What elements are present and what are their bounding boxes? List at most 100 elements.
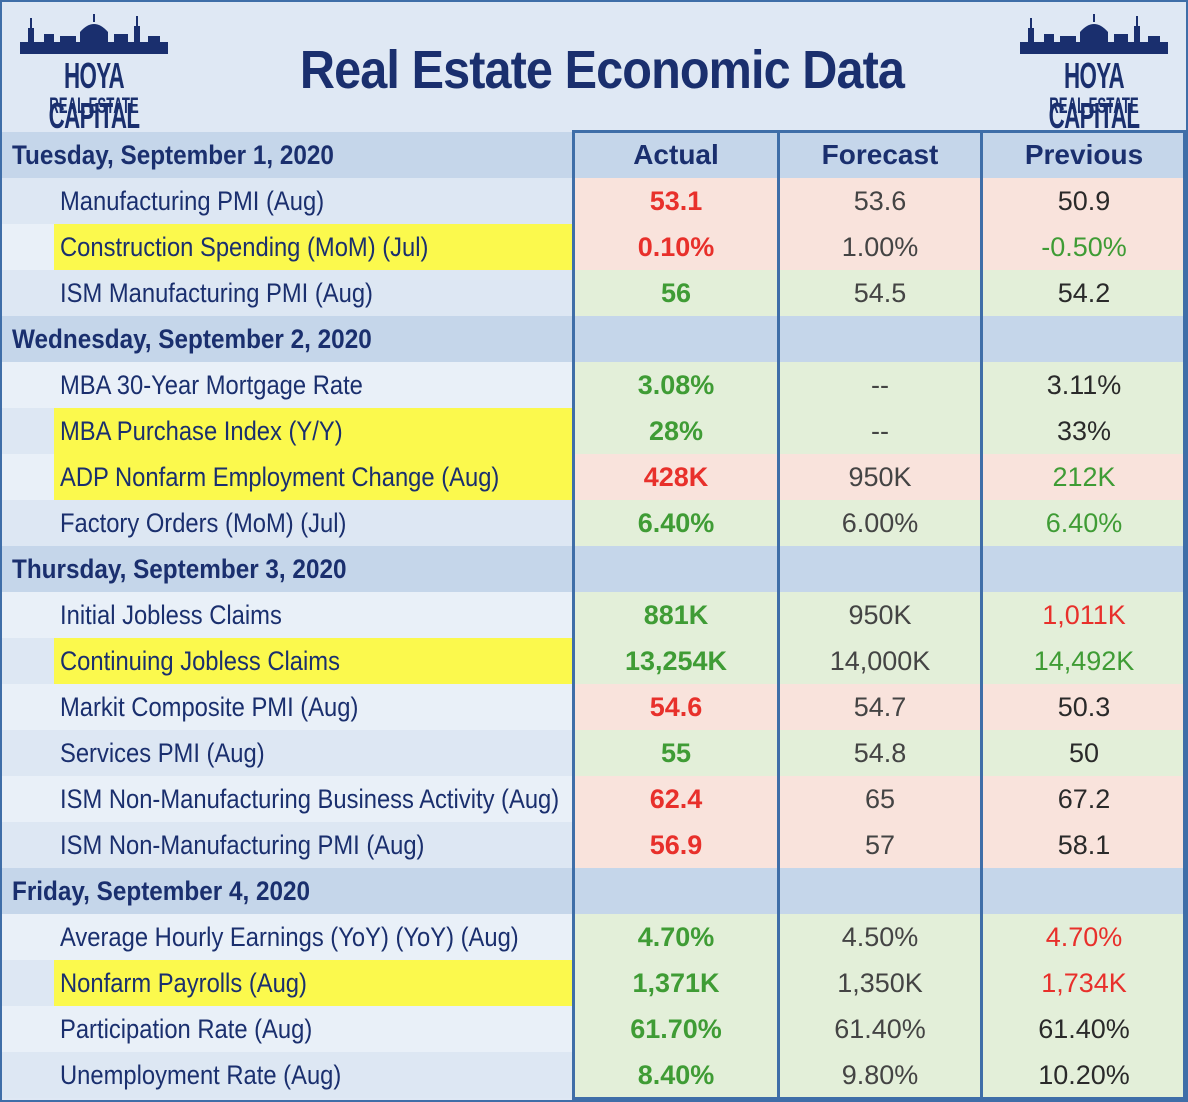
- column-divider: [777, 130, 780, 1100]
- column-header-previous: Previous: [1024, 139, 1144, 170]
- indicator-name-text: Factory Orders (MoM) (Jul): [60, 508, 347, 538]
- hoya-capital-logo-right: HOYA CAPITAL REAL ESTATE: [1014, 12, 1174, 136]
- forecast-value: 54.7: [778, 684, 982, 730]
- previous-value: 3.11%: [982, 362, 1186, 408]
- table-row: Manufacturing PMI (Aug) 53.1 53.6 50.9: [2, 178, 1186, 224]
- indicator-name-text: ISM Non-Manufacturing PMI (Aug): [60, 830, 425, 860]
- column-frame-top: [572, 130, 1186, 133]
- forecast-value: 57: [778, 822, 982, 868]
- actual-value: 0.10%: [574, 224, 778, 270]
- actual-value: 3.08%: [574, 362, 778, 408]
- table-row: Factory Orders (MoM) (Jul) 6.40% 6.00% 6.40…: [2, 500, 1186, 546]
- indicator-name-text: ISM Manufacturing PMI (Aug): [60, 278, 373, 308]
- indicator-name: Markit Composite PMI (Aug): [54, 684, 572, 730]
- table-row: Construction Spending (MoM) (Jul) 0.10% 1.…: [2, 224, 1186, 270]
- previous-value: -0.50%: [982, 224, 1186, 270]
- actual-value: 4.70%: [574, 914, 778, 960]
- indicator-name: MBA Purchase Index (Y/Y): [54, 408, 572, 454]
- skyline-icon: [20, 14, 168, 54]
- actual-value: 6.40%: [574, 500, 778, 546]
- day-header-row: Wednesday, September 2, 2020: [2, 316, 1186, 362]
- skyline-icon: [1020, 14, 1168, 54]
- indicator-name: ISM Manufacturing PMI (Aug): [54, 270, 572, 316]
- actual-value: 428K: [574, 454, 778, 500]
- actual-value: 1,371K: [574, 960, 778, 1006]
- indicator-name: ADP Nonfarm Employment Change (Aug): [54, 454, 572, 500]
- actual-value: 56.9: [574, 822, 778, 868]
- actual-value: 56: [574, 270, 778, 316]
- forecast-value: 53.6: [778, 178, 982, 224]
- indicator-name: ISM Non-Manufacturing Business Activity …: [54, 776, 572, 822]
- previous-value: 1,011K: [982, 592, 1186, 638]
- indicator-name-text: Average Hourly Earnings (YoY) (YoY) (Aug…: [60, 922, 519, 952]
- indicator-name-text: Manufacturing PMI (Aug): [60, 186, 325, 216]
- actual-value: 54.6: [574, 684, 778, 730]
- day-date: Tuesday, September 1, 2020: [12, 140, 334, 170]
- data-table: Tuesday, September 1, 2020 Actual Forecast…: [2, 132, 1186, 1098]
- previous-value: 61.40%: [982, 1006, 1186, 1052]
- table-row: Participation Rate (Aug) 61.70% 61.40% 61.4…: [2, 1006, 1186, 1052]
- previous-value: 14,492K: [982, 638, 1186, 684]
- actual-value: 28%: [574, 408, 778, 454]
- forecast-value: 61.40%: [778, 1006, 982, 1052]
- table-row: Markit Composite PMI (Aug) 54.6 54.7 50.3: [2, 684, 1186, 730]
- indicator-name-text: MBA Purchase Index (Y/Y): [60, 416, 343, 446]
- header: HOYA CAPITAL REAL ESTATE Real Estate Eco…: [2, 2, 1186, 136]
- column-frame-bottom: [572, 1097, 1186, 1100]
- forecast-value: 950K: [778, 592, 982, 638]
- day-date: Wednesday, September 2, 2020: [12, 324, 372, 354]
- table-row: Nonfarm Payrolls (Aug) 1,371K 1,350K 1,734K: [2, 960, 1186, 1006]
- hoya-capital-logo-left: HOYA CAPITAL REAL ESTATE: [14, 12, 174, 136]
- indicator-name-text: Unemployment Rate (Aug): [60, 1060, 342, 1090]
- previous-value: 10.20%: [982, 1052, 1186, 1098]
- indicator-name: Unemployment Rate (Aug): [54, 1052, 572, 1098]
- indicator-name: Initial Jobless Claims: [54, 592, 572, 638]
- table-row: Average Hourly Earnings (YoY) (YoY) (Aug…: [2, 914, 1186, 960]
- logo-name: HOYA CAPITAL: [1048, 55, 1140, 136]
- column-header-forecast: Forecast: [821, 139, 939, 170]
- forecast-value: 65: [778, 776, 982, 822]
- previous-value: 1,734K: [982, 960, 1186, 1006]
- table-row: ISM Non-Manufacturing Business Activity …: [2, 776, 1186, 822]
- indicator-name-text: Continuing Jobless Claims: [60, 646, 340, 676]
- indicator-name-text: ADP Nonfarm Employment Change (Aug): [60, 462, 500, 492]
- table-row: Initial Jobless Claims 881K 950K 1,011K: [2, 592, 1186, 638]
- previous-value: 50.3: [982, 684, 1186, 730]
- indicator-name-text: MBA 30-Year Mortgage Rate: [60, 370, 363, 400]
- logo-name: HOYA CAPITAL: [48, 55, 140, 136]
- column-divider: [980, 130, 983, 1100]
- actual-value: 53.1: [574, 178, 778, 224]
- page-title: Real Estate Economic Data: [299, 40, 905, 100]
- table-row: Unemployment Rate (Aug) 8.40% 9.80% 10.20%: [2, 1052, 1186, 1098]
- indicator-name: Average Hourly Earnings (YoY) (YoY) (Aug…: [54, 914, 572, 960]
- indicator-name: Manufacturing PMI (Aug): [54, 178, 572, 224]
- indicator-name: Construction Spending (MoM) (Jul): [54, 224, 572, 270]
- indicator-name-text: ISM Non-Manufacturing Business Activity …: [60, 784, 560, 814]
- previous-value: 4.70%: [982, 914, 1186, 960]
- forecast-value: --: [778, 408, 982, 454]
- indicator-name: Continuing Jobless Claims: [54, 638, 572, 684]
- forecast-value: 14,000K: [778, 638, 982, 684]
- indicator-name-text: Services PMI (Aug): [60, 738, 265, 768]
- table-row: Services PMI (Aug) 55 54.8 50: [2, 730, 1186, 776]
- forecast-value: 1,350K: [778, 960, 982, 1006]
- forecast-value: --: [778, 362, 982, 408]
- table-row: ADP Nonfarm Employment Change (Aug) 428K 9…: [2, 454, 1186, 500]
- logo-subtitle: REAL ESTATE: [1049, 93, 1139, 118]
- previous-value: 6.40%: [982, 500, 1186, 546]
- column-divider: [1183, 130, 1186, 1100]
- indicator-name: MBA 30-Year Mortgage Rate: [54, 362, 572, 408]
- indicator-name-text: Nonfarm Payrolls (Aug): [60, 968, 307, 998]
- indicator-name: Participation Rate (Aug): [54, 1006, 572, 1052]
- actual-value: 881K: [574, 592, 778, 638]
- indicator-name: Nonfarm Payrolls (Aug): [54, 960, 572, 1006]
- forecast-value: 4.50%: [778, 914, 982, 960]
- table-row: ISM Manufacturing PMI (Aug) 56 54.5 54.2: [2, 270, 1186, 316]
- column-divider: [572, 130, 575, 1100]
- column-header-actual: Actual: [633, 139, 719, 170]
- forecast-value: 6.00%: [778, 500, 982, 546]
- forecast-value: 54.8: [778, 730, 982, 776]
- table-row: MBA Purchase Index (Y/Y) 28% -- 33%: [2, 408, 1186, 454]
- day-header-row: Thursday, September 3, 2020: [2, 546, 1186, 592]
